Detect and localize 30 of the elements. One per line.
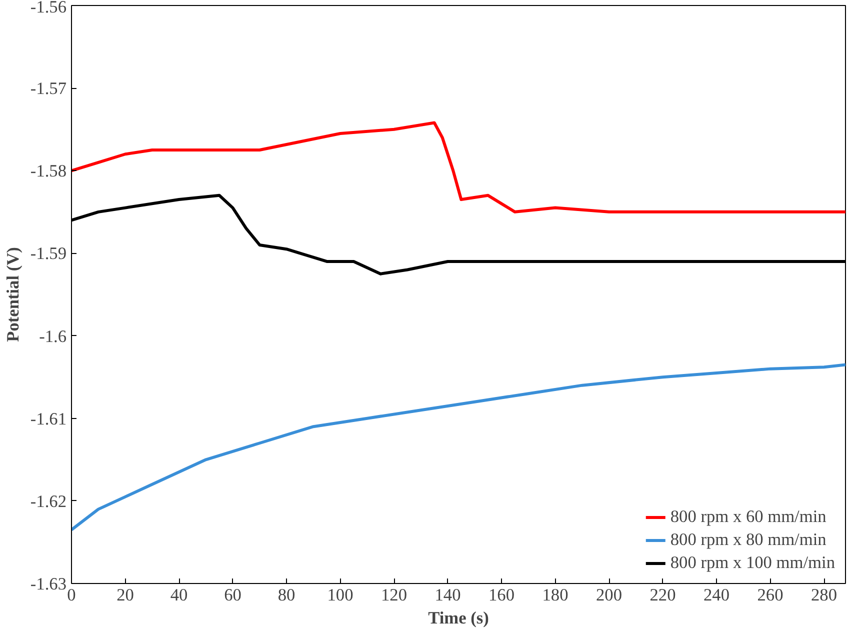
legend-label: 800 rpm x 100 mm/min	[670, 553, 835, 573]
y-tick-label: -1.61	[30, 409, 67, 428]
y-tick-label: -1.58	[30, 162, 67, 181]
x-tick-label: 0	[67, 586, 76, 604]
x-tick-label: 40	[170, 586, 188, 604]
x-tick-label: 100	[327, 586, 354, 604]
legend-label: 800 rpm x 60 mm/min	[670, 507, 826, 527]
y-tick-label: -1.59	[30, 244, 67, 264]
x-axis-title: Time (s)	[428, 608, 490, 628]
x-tick-label: 160	[488, 586, 515, 604]
line-series	[72, 363, 846, 532]
x-tick-label: 80	[278, 586, 296, 604]
x-tick-label: 240	[704, 586, 730, 604]
y-tick-label: -1.6	[39, 326, 67, 346]
y-tick-label: -1.56	[30, 0, 67, 16]
y-tick-label: -1.62	[30, 492, 67, 511]
y-tick-label: -1.63	[30, 574, 67, 594]
y-axis-title: Potential (V)	[3, 246, 22, 342]
x-tick-label: 20	[116, 586, 134, 604]
x-tick-label: 120	[381, 586, 408, 604]
legend-label: 800 rpm x 80 mm/min	[670, 530, 826, 550]
line-series	[72, 121, 846, 214]
x-tick-label: 60	[224, 586, 242, 604]
x-tick-label: 280	[811, 586, 838, 604]
x-tick-label: 220	[650, 586, 676, 604]
x-tick-label: 260	[757, 586, 784, 604]
x-tick-label: 200	[596, 586, 622, 604]
x-tick-label: 140	[434, 586, 461, 604]
y-tick-label: -1.57	[30, 79, 67, 98]
x-tick-label: 180	[542, 586, 568, 604]
